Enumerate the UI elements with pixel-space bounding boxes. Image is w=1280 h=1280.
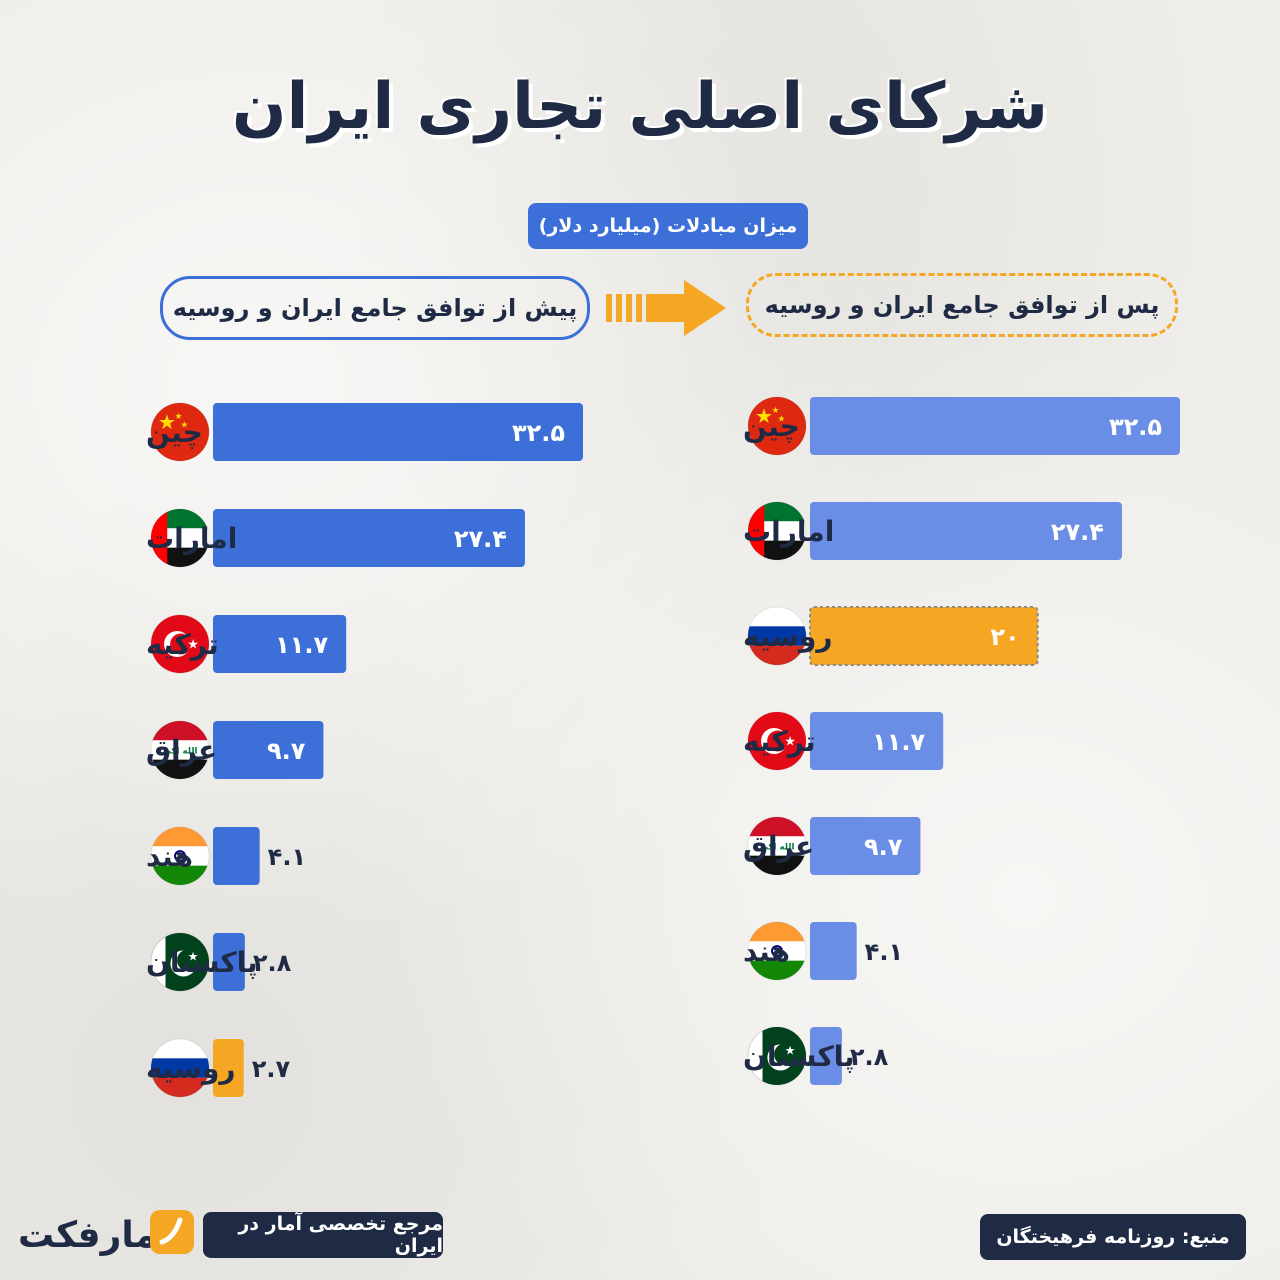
iraq-flag-icon: الله اكبر: [150, 720, 210, 780]
turkey-flag-icon: ★: [747, 711, 807, 771]
reference-label: مرجع تخصصی آمار در ایران: [203, 1212, 443, 1258]
value-label-after-2: ۲۰: [990, 623, 1019, 651]
turkey-flag-icon: ★: [150, 614, 210, 674]
category-label-before-5: پاکستان: [146, 946, 258, 979]
svg-text:★: ★: [777, 415, 785, 425]
china-flag-icon: ★★★: [150, 402, 210, 462]
category-label-after-5: هند: [743, 935, 790, 968]
chart-title: شرکای اصلی تجاری ایران: [231, 70, 1049, 144]
value-label-after-3: ۱۱.۷: [872, 728, 925, 756]
value-label-before-3: ۹.۷: [267, 737, 306, 765]
category-label-after-2: روسیه: [743, 620, 832, 653]
value-label-before-5: ۲.۸: [253, 949, 292, 977]
russia-flag-icon: [150, 1038, 210, 1098]
value-label-after-1: ۲۷.۴: [1051, 518, 1104, 546]
arrow-right-icon: [606, 280, 726, 336]
svg-text:★: ★: [772, 406, 780, 416]
source-label: منبع: روزنامه فرهیختگان: [980, 1214, 1246, 1260]
svg-text:★: ★: [180, 421, 188, 431]
brand-logo-text: آمارفکت: [18, 1214, 170, 1256]
china-flag-icon: ★★★: [747, 396, 807, 456]
value-label-before-4: ۴.۱: [268, 843, 306, 871]
svg-text:★: ★: [158, 410, 176, 434]
value-label-after-6: ۲.۸: [850, 1043, 889, 1071]
category-label-after-6: پاکستان: [743, 1040, 855, 1073]
category-label-before-1: امارات: [146, 522, 237, 555]
bar-before-3: [213, 721, 324, 779]
bar-before-6: [213, 1039, 244, 1097]
svg-text:الله اكبر: الله اكبر: [161, 746, 197, 756]
bar-after-5: [810, 922, 857, 980]
category-label-before-0: چین: [146, 416, 203, 449]
category-label-after-1: امارات: [743, 515, 834, 548]
category-label-before-2: ترکیه: [146, 628, 219, 661]
bar-after-6: [810, 1027, 842, 1085]
svg-text:★: ★: [175, 412, 183, 422]
iraq-flag-icon: الله اكبر: [747, 816, 807, 876]
bar-after-0: [810, 397, 1180, 455]
after-agreement-label: پس از توافق جامع ایران و روسیه: [746, 273, 1178, 337]
svg-text:★: ★: [785, 1044, 796, 1058]
bar-after-2: [809, 606, 1039, 666]
bar-after-1: [810, 502, 1122, 560]
value-label-after-0: ۳۲.۵: [1109, 413, 1162, 441]
category-label-after-0: چین: [743, 410, 800, 443]
uae-flag-icon: [150, 508, 210, 568]
category-label-after-3: ترکیه: [743, 725, 816, 758]
svg-text:★: ★: [784, 734, 796, 749]
svg-text:★: ★: [187, 637, 199, 652]
russia-flag-icon: [747, 606, 807, 666]
value-label-before-0: ۳۲.۵: [512, 419, 565, 447]
bar-before-4: [213, 827, 260, 885]
category-label-after-4: عراق: [743, 830, 814, 863]
value-label-before-2: ۱۱.۷: [275, 631, 328, 659]
before-agreement-label: پیش از توافق جامع ایران و روسیه: [160, 276, 590, 340]
bar-after-3: [810, 712, 944, 770]
bar-before-1: [213, 509, 525, 567]
svg-text:الله اكبر: الله اكبر: [758, 842, 794, 852]
value-label-after-5: ۴.۱: [865, 938, 903, 966]
brand-logo-icon: [150, 1210, 194, 1254]
pakistan-flag-icon: ★: [150, 932, 210, 992]
value-label-after-4: ۹.۷: [864, 833, 903, 861]
category-label-before-3: عراق: [146, 734, 217, 767]
bar-before-5: [213, 933, 245, 991]
value-label-before-6: ۲.۷: [252, 1055, 291, 1083]
bar-after-4: [810, 817, 921, 875]
uae-flag-icon: [747, 501, 807, 561]
unit-badge: میزان مبادلات (میلیارد دلار): [528, 203, 808, 249]
svg-text:★: ★: [755, 404, 773, 428]
svg-text:★: ★: [188, 950, 199, 964]
value-label-before-1: ۲۷.۴: [454, 525, 507, 553]
india-flag-icon: [747, 921, 807, 981]
india-flag-icon: [150, 826, 210, 886]
category-label-before-6: روسیه: [146, 1052, 235, 1085]
category-label-before-4: هند: [146, 840, 193, 873]
bar-before-0: [213, 403, 583, 461]
bar-before-2: [213, 615, 347, 673]
pakistan-flag-icon: ★: [747, 1026, 807, 1086]
